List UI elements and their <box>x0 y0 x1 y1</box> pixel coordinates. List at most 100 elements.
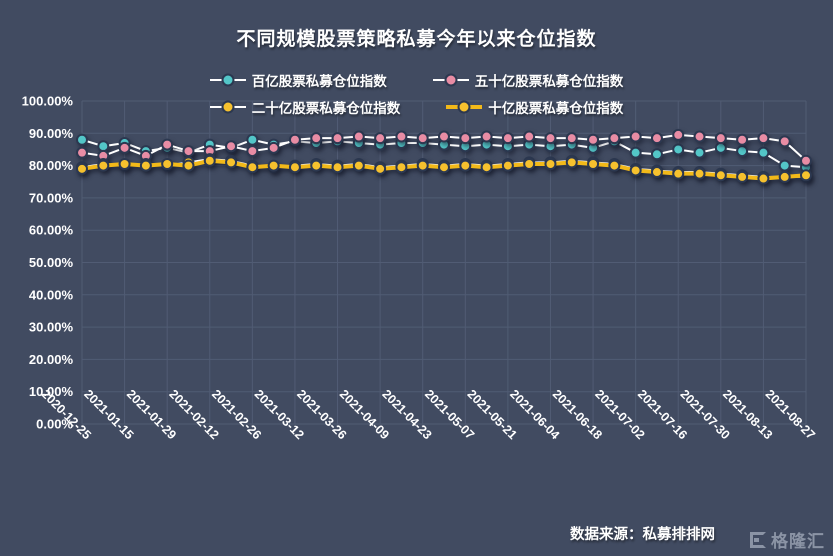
data-point-marker <box>352 130 365 143</box>
data-point-marker <box>778 159 791 172</box>
data-point-marker <box>203 154 216 167</box>
data-point-marker <box>736 133 749 146</box>
data-point-marker <box>608 159 621 172</box>
y-axis-tick-label: 80.00% <box>29 158 74 173</box>
data-point-marker <box>480 130 493 143</box>
data-point-marker <box>629 146 642 159</box>
y-axis-tick-label: 100.00% <box>22 94 74 109</box>
data-point-marker <box>225 140 238 153</box>
data-point-marker <box>438 130 450 143</box>
legend-row-2: 二十亿股票私募仓位指数 十亿股票私募仓位指数 <box>209 97 623 117</box>
data-point-marker <box>629 164 642 177</box>
data-point-marker <box>395 161 408 174</box>
legend-item: 五十亿股票私募仓位指数 <box>432 70 623 90</box>
data-point-marker <box>225 156 238 169</box>
chart-legend: 百亿股票私募仓位指数 五十亿股票私募仓位指数 二十亿股票私募仓位指数 十亿股票私募仓… <box>0 70 833 117</box>
gelonghui-watermark-text: 格隆汇 <box>771 532 825 551</box>
data-point-marker <box>288 161 301 174</box>
data-point-marker <box>565 156 578 169</box>
legend-label: 十亿股票私募仓位指数 <box>488 101 624 116</box>
data-point-marker <box>438 161 450 174</box>
legend-item: 二十亿股票私募仓位指数 <box>209 97 401 117</box>
data-point-marker <box>76 133 88 146</box>
legend-item: 十亿股票私募仓位指数 <box>446 97 623 117</box>
data-point-marker <box>800 169 812 182</box>
data-point-marker <box>736 170 749 183</box>
data-point-marker <box>672 167 685 180</box>
data-point-marker <box>800 154 812 167</box>
data-point-marker <box>416 159 429 172</box>
data-point-marker <box>672 128 685 141</box>
data-point-marker <box>544 157 557 170</box>
data-point-marker <box>97 159 110 172</box>
data-point-marker <box>608 132 621 145</box>
legend-swatch-icon <box>209 73 246 87</box>
data-point-marker <box>161 157 174 170</box>
data-point-marker <box>714 169 727 182</box>
data-point-marker <box>288 133 301 146</box>
legend-label: 二十亿股票私募仓位指数 <box>251 101 401 116</box>
data-point-marker <box>523 130 536 143</box>
data-source: 数据来源：私募排排网 <box>570 527 715 543</box>
data-point-marker <box>714 141 727 154</box>
data-point-marker <box>501 132 514 145</box>
data-point-marker <box>246 133 259 146</box>
data-point-marker <box>501 159 514 172</box>
data-point-marker <box>778 170 791 183</box>
data-point-marker <box>246 145 259 158</box>
data-point-marker <box>76 146 88 159</box>
data-point-marker <box>693 146 706 159</box>
chart-title: 不同规模股票策略私募今年以来仓位指数 <box>236 29 597 50</box>
data-point-marker <box>757 172 770 185</box>
data-point-marker <box>650 132 663 145</box>
data-point-marker <box>459 159 472 172</box>
y-axis-tick-label: 30.00% <box>29 320 74 335</box>
legend-label: 百亿股票私募仓位指数 <box>251 74 387 89</box>
y-axis-tick-label: 10.00% <box>29 384 74 399</box>
data-point-marker <box>587 157 600 170</box>
y-axis-tick-label: 0.00% <box>36 417 73 432</box>
gelonghui-logo-icon <box>750 531 766 548</box>
data-point-marker <box>714 132 727 145</box>
data-point-marker <box>97 140 110 153</box>
data-point-marker <box>629 130 642 143</box>
legend-row-1: 百亿股票私募仓位指数 五十亿股票私募仓位指数 <box>209 70 623 90</box>
data-point-marker <box>650 166 663 179</box>
data-point-marker <box>310 159 323 172</box>
gelonghui-watermark: 格隆汇 <box>750 527 825 552</box>
data-point-marker <box>331 132 344 145</box>
legend-item: 百亿股票私募仓位指数 <box>209 70 387 90</box>
data-point-marker <box>736 145 749 158</box>
data-point-marker <box>544 132 557 145</box>
data-point-marker <box>161 138 174 151</box>
data-point-marker <box>139 159 152 172</box>
series-十亿股票私募仓位指数 <box>76 154 812 185</box>
data-point-marker <box>246 161 259 174</box>
data-point-marker <box>267 141 280 154</box>
data-point-marker <box>587 133 600 146</box>
data-point-marker <box>374 162 387 175</box>
data-point-marker <box>757 132 770 145</box>
y-axis-tick-label: 60.00% <box>29 223 74 238</box>
data-point-marker <box>693 130 706 143</box>
legend-swatch-icon <box>209 100 246 114</box>
data-point-marker <box>118 157 131 170</box>
data-point-marker <box>352 159 365 172</box>
legend-swatch-icon <box>446 100 483 114</box>
data-point-marker <box>480 161 493 174</box>
y-axis-tick-label: 20.00% <box>29 352 74 367</box>
data-point-marker <box>459 132 472 145</box>
series-五十亿股票私募仓位指数 <box>76 128 812 167</box>
data-point-marker <box>650 148 663 161</box>
y-axis-tick-label: 40.00% <box>29 287 74 302</box>
data-point-marker <box>331 161 344 174</box>
data-point-marker <box>76 162 88 175</box>
y-axis-tick-label: 50.00% <box>29 255 74 270</box>
data-point-marker <box>565 132 578 145</box>
data-point-marker <box>395 130 408 143</box>
legend-swatch-icon <box>432 73 469 87</box>
data-point-marker <box>118 141 131 154</box>
y-axis-tick-label: 70.00% <box>29 190 74 205</box>
